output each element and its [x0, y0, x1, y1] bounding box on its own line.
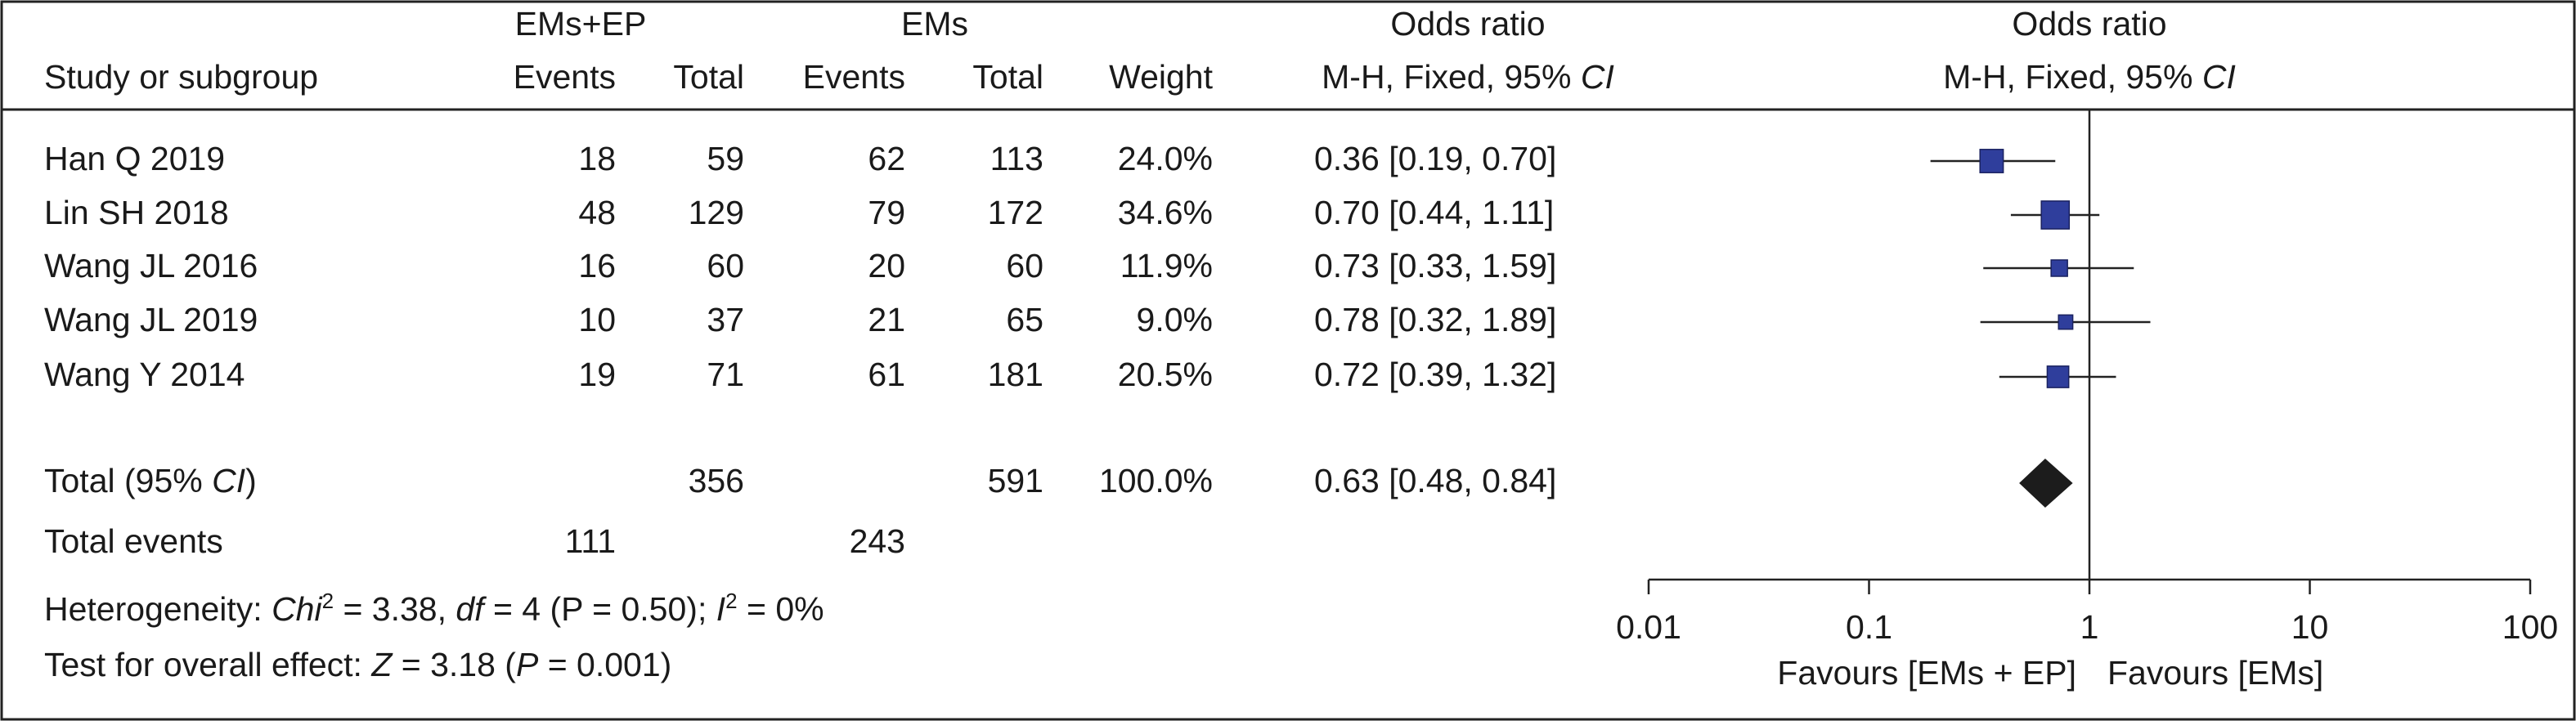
cell: 62: [868, 140, 905, 177]
cell: 21: [868, 301, 905, 338]
overall-effect-part: = 3.18 (: [392, 646, 516, 683]
heterogeneity-part: = 4 (: [484, 590, 562, 628]
effect-square: [2046, 365, 2070, 388]
weight: 11.9%: [1120, 247, 1213, 284]
weight: 24.0%: [1118, 140, 1213, 177]
odds-ratio: 0.70 [0.44, 1.11]: [1314, 194, 1554, 231]
cell: 20: [868, 247, 905, 284]
cell: 37: [707, 301, 744, 338]
overall-effect-part: Z: [370, 646, 393, 683]
x-tick-label: 1: [2080, 608, 2099, 646]
heterogeneity-part: 2: [725, 589, 737, 613]
effect-square: [1979, 149, 2004, 173]
x-tick-label: 0.01: [1616, 608, 1681, 646]
cell: 61: [868, 356, 905, 393]
heterogeneity-part: I: [716, 590, 725, 628]
cell: 591: [988, 462, 1043, 499]
odds-ratio: 0.36 [0.19, 0.70]: [1314, 140, 1556, 177]
cell: 10: [578, 301, 616, 338]
total-events-label: Total events: [44, 522, 223, 560]
heterogeneity: Heterogeneity: Chi2 = 3.38, df = 4 (P = …: [44, 589, 824, 627]
study-name: Wang Y 2014: [44, 356, 245, 393]
cell: 113: [990, 140, 1043, 177]
study-name: Lin SH 2018: [44, 194, 229, 231]
heterogeneity-part: Chi: [272, 590, 323, 628]
column-header: Events: [514, 58, 616, 96]
column-header: Study or subgroup: [44, 58, 318, 96]
cell: 19: [578, 356, 616, 393]
group-header: Odds ratio: [2012, 5, 2166, 43]
weight: 34.6%: [1118, 194, 1213, 231]
heterogeneity-part: df: [456, 590, 487, 628]
column-header-part: M-H, Fixed, 95%: [1943, 58, 2202, 96]
column-header: M-H, Fixed, 95% CI: [1322, 58, 1614, 96]
column-header: Events: [803, 58, 905, 96]
study-name: Wang JL 2019: [44, 301, 258, 338]
cell: 65: [1006, 301, 1043, 338]
heterogeneity-part: Heterogeneity:: [44, 590, 272, 628]
cell: 18: [578, 140, 616, 177]
study-name: Wang JL 2016: [44, 247, 258, 284]
overall-effect-part: = 0.001): [538, 646, 671, 683]
odds-ratio: 0.63 [0.48, 0.84]: [1314, 462, 1556, 499]
cell: 172: [988, 194, 1043, 231]
cell: 71: [707, 356, 744, 393]
column-header: Total: [673, 58, 744, 96]
overall-effect: Test for overall effect: Z = 3.18 (P = 0…: [44, 646, 671, 683]
weight: 20.5%: [1118, 356, 1213, 393]
cell: 48: [578, 194, 616, 231]
column-header: M-H, Fixed, 95% CI: [1943, 58, 2236, 96]
x-tick-label: 100: [2502, 608, 2558, 646]
odds-ratio: 0.72 [0.39, 1.32]: [1314, 356, 1556, 393]
overall-effect-part: Test for overall effect:: [44, 646, 371, 683]
cell: 111: [565, 522, 616, 560]
cell: 59: [707, 140, 744, 177]
effect-square: [2058, 314, 2074, 330]
cell: 16: [578, 247, 616, 284]
cell: 129: [689, 194, 744, 231]
column-header: Weight: [1109, 58, 1213, 96]
weight: 9.0%: [1137, 301, 1213, 338]
cell: 60: [707, 247, 744, 284]
odds-ratio: 0.78 [0.32, 1.89]: [1314, 301, 1556, 338]
cell: 356: [689, 462, 744, 499]
group-header: EMs: [901, 5, 968, 43]
favours-left: Favours [EMs + EP]: [1777, 654, 2076, 692]
column-header: Total: [972, 58, 1043, 96]
heterogeneity-part: 2: [322, 589, 334, 613]
x-tick-label: 10: [2291, 608, 2329, 646]
cell: 79: [868, 194, 905, 231]
total-name-part: ): [245, 462, 257, 499]
group-header: EMs+EP: [515, 5, 647, 43]
overall-effect-part: P: [516, 646, 539, 683]
column-header-part: CI: [1581, 58, 1614, 96]
column-header-part: M-H, Fixed, 95%: [1322, 58, 1581, 96]
heterogeneity-part: P: [561, 590, 583, 628]
study-name: Han Q 2019: [44, 140, 225, 177]
column-header-part: CI: [2202, 58, 2236, 96]
group-header: Odds ratio: [1390, 5, 1545, 43]
total-name-part: Total (95%: [44, 462, 212, 499]
odds-ratio: 0.73 [0.33, 1.59]: [1314, 247, 1556, 284]
heterogeneity-part: = 0.50);: [583, 590, 716, 628]
weight: 100.0%: [1099, 462, 1213, 499]
cell: 243: [850, 522, 905, 560]
pooled-diamond: [2019, 459, 2073, 508]
total-name: Total (95% CI): [44, 462, 257, 499]
heterogeneity-part: = 0%: [738, 590, 824, 628]
cell: 60: [1006, 247, 1043, 284]
heterogeneity-part: = 3.38,: [334, 590, 456, 628]
effect-square: [2050, 259, 2068, 277]
cell: 181: [988, 356, 1043, 393]
favours-right: Favours [EMs]: [2107, 654, 2323, 692]
total-name-part: CI: [212, 462, 245, 499]
effect-square: [2040, 200, 2071, 230]
x-tick-label: 0.1: [1846, 608, 1892, 646]
